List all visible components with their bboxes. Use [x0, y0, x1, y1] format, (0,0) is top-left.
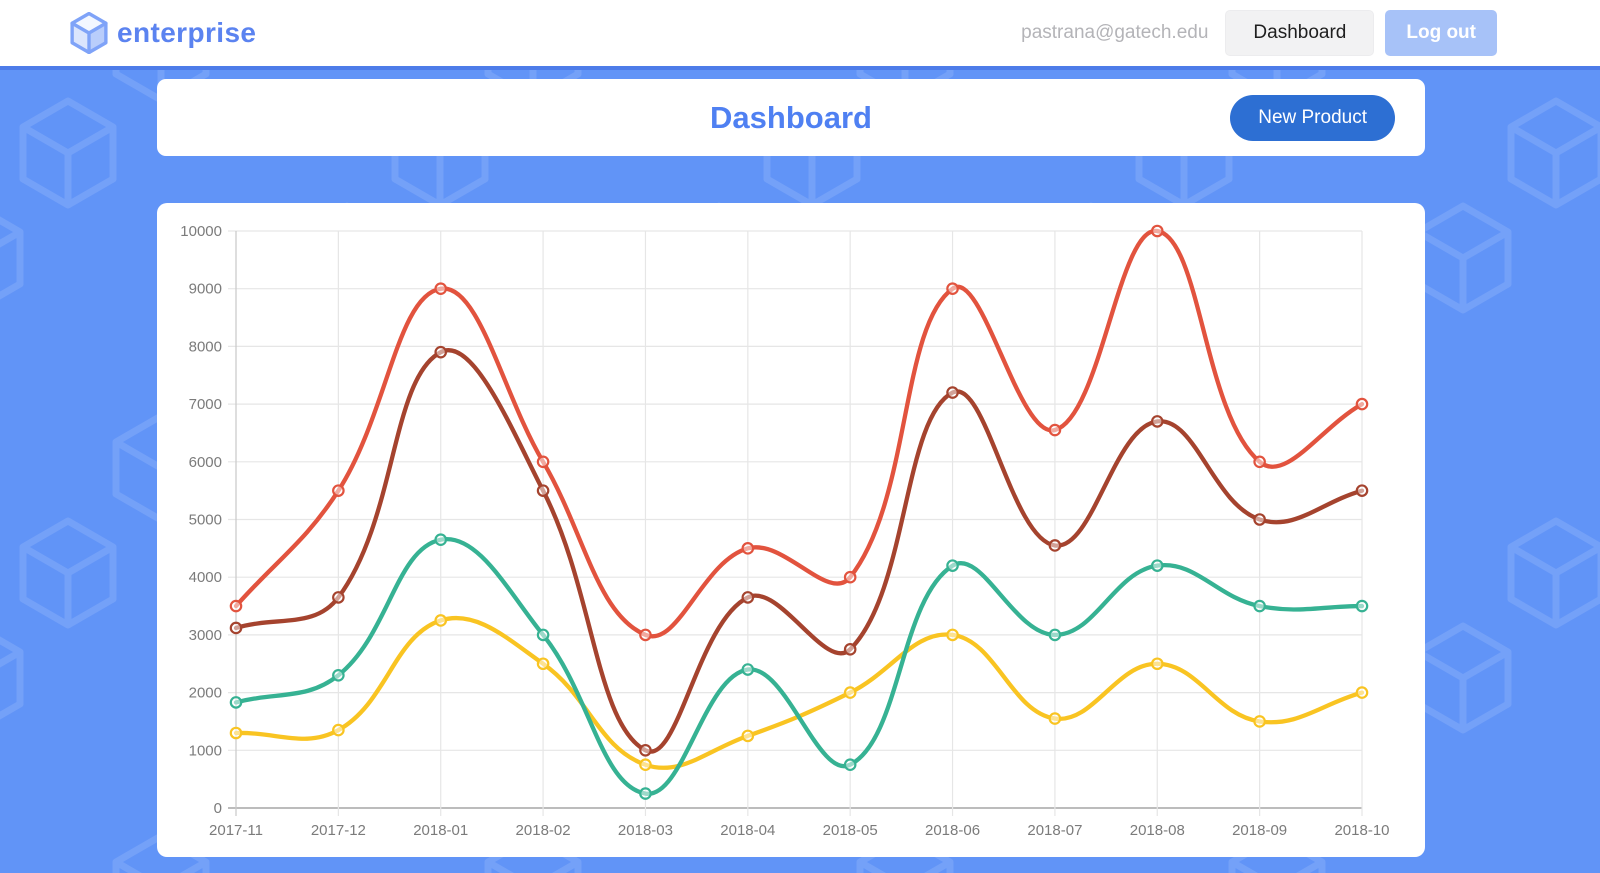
page-header-card: Dashboard New Product [157, 79, 1425, 156]
svg-text:10000: 10000 [180, 223, 222, 240]
svg-text:6000: 6000 [189, 454, 222, 471]
svg-text:7000: 7000 [189, 396, 222, 413]
cube-logo-icon [70, 12, 108, 54]
svg-text:2017-12: 2017-12 [311, 822, 366, 839]
svg-text:2018-06: 2018-06 [925, 822, 980, 839]
dashboard-nav-button[interactable]: Dashboard [1225, 10, 1375, 56]
svg-text:2018-10: 2018-10 [1334, 822, 1389, 839]
user-email: pastrana@gatech.edu [1021, 22, 1209, 43]
svg-text:2018-08: 2018-08 [1130, 822, 1185, 839]
svg-text:2018-07: 2018-07 [1027, 822, 1082, 839]
navbar-right-group: pastrana@gatech.edu Dashboard Log out [1021, 10, 1497, 56]
svg-text:2018-02: 2018-02 [516, 822, 571, 839]
svg-text:2018-09: 2018-09 [1232, 822, 1287, 839]
brand-name: enterprise [117, 17, 257, 48]
svg-text:1000: 1000 [189, 742, 222, 759]
page-title: Dashboard [710, 100, 872, 135]
svg-text:2018-04: 2018-04 [720, 822, 775, 839]
monthly-line-chart: 0 1000 2000 3000 4000 5000 6000 7000 8000 9000 100… [180, 223, 1389, 839]
svg-text:2000: 2000 [189, 685, 222, 702]
svg-text:2018-03: 2018-03 [618, 822, 673, 839]
svg-text:3000: 3000 [189, 627, 222, 644]
svg-text:4000: 4000 [189, 569, 222, 586]
svg-text:2018-01: 2018-01 [413, 822, 468, 839]
logout-button[interactable]: Log out [1385, 10, 1497, 56]
svg-text:5000: 5000 [189, 512, 222, 529]
brand-logo[interactable]: enterprise [70, 12, 256, 54]
svg-text:9000: 9000 [189, 281, 222, 298]
svg-text:0: 0 [214, 800, 222, 817]
svg-text:2017-11: 2017-11 [209, 822, 263, 839]
svg-text:8000: 8000 [189, 338, 222, 355]
chart-card: 0 1000 2000 3000 4000 5000 6000 7000 8000 9000 100… [157, 203, 1425, 857]
new-product-button[interactable]: New Product [1230, 94, 1395, 141]
top-navbar: enterprise pastrana@gatech.edu Dashboard… [0, 0, 1600, 70]
svg-text:2018-05: 2018-05 [823, 822, 878, 839]
